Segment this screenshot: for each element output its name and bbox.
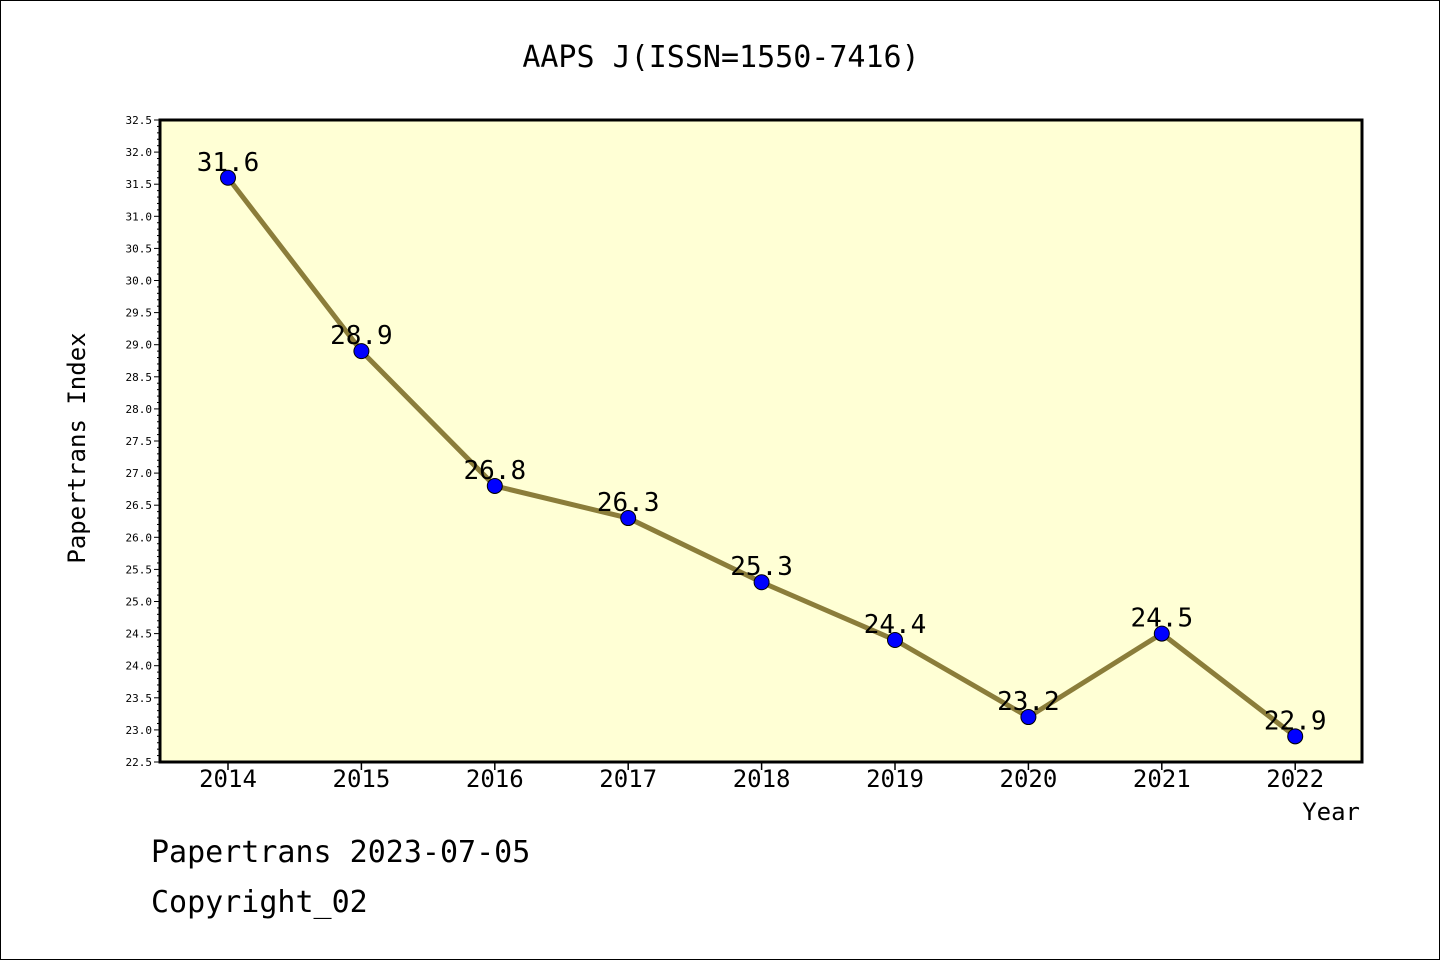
y-tick-label: 27.5 [126, 435, 153, 448]
y-tick-label: 31.5 [126, 178, 153, 191]
x-tick-label: 2018 [733, 765, 791, 793]
y-tick-label: 31.0 [126, 210, 153, 223]
y-tick-label: 26.5 [126, 499, 153, 512]
x-tick-label: 2015 [333, 765, 391, 793]
data-label: 25.3 [730, 552, 793, 582]
y-tick-label: 23.5 [126, 692, 153, 705]
y-tick-label: 29.5 [126, 307, 153, 320]
data-point [753, 574, 770, 591]
y-axis-ticks: 22.5 23.0 23.5 24.0 24.5 25.0 25.5 26.0 26.5 27.0… [126, 114, 160, 769]
y-tick-label: 26.0 [126, 531, 153, 544]
plot-area [160, 120, 1362, 762]
data-label: 28.9 [330, 321, 393, 351]
data-label: 26.8 [463, 456, 526, 486]
data-point [486, 477, 503, 494]
data-point [620, 510, 637, 527]
series: 31.6 28.9 26.8 26.3 25.3 24.4 23.2 24.5 22.9 [197, 148, 1327, 745]
x-tick-label: 2019 [866, 765, 924, 793]
y-tick-label: 22.5 [126, 756, 153, 769]
footer-copyright: Copyright_02 [151, 885, 368, 920]
x-tick-label: 2021 [1133, 765, 1191, 793]
x-axis-ticks: 2014 2015 2016 2017 2018 2019 2020 2021 2022 [199, 762, 1324, 793]
data-label: 26.3 [597, 488, 660, 518]
data-label: 24.4 [864, 610, 927, 640]
y-tick-label: 29.0 [126, 339, 153, 352]
y-tick-label: 30.5 [126, 242, 153, 255]
data-point [1287, 728, 1304, 745]
y-tick-label: 28.0 [126, 403, 153, 416]
y-tick-label: 28.5 [126, 371, 153, 384]
y-tick-label: 32.5 [126, 114, 153, 127]
y-axis-label: Papertrans Index [63, 332, 91, 563]
chart-title: AAPS J(ISSN=1550-7416) [522, 40, 919, 75]
data-label: 22.9 [1264, 706, 1327, 736]
y-tick-label: 23.0 [126, 724, 153, 737]
x-tick-label: 2014 [199, 765, 257, 793]
data-point [353, 343, 370, 360]
y-tick-label: 32.0 [126, 146, 153, 159]
data-point [1153, 625, 1170, 642]
y-tick-label: 25.5 [126, 563, 153, 576]
y-tick-label: 24.0 [126, 660, 153, 673]
y-tick-label: 25.0 [126, 596, 153, 609]
footer-date: Papertrans 2023-07-05 [151, 835, 531, 870]
y-tick-label: 30.0 [126, 275, 153, 288]
x-axis-label: Year [1302, 798, 1360, 826]
x-tick-label: 2016 [466, 765, 524, 793]
x-tick-label: 2022 [1266, 765, 1324, 793]
y-tick-label: 24.5 [126, 628, 153, 641]
plot-border [158, 118, 1364, 764]
data-label: 24.5 [1130, 604, 1193, 634]
data-point [1020, 709, 1037, 726]
data-label: 23.2 [997, 687, 1060, 717]
data-point [887, 632, 903, 649]
data-label: 31.6 [197, 148, 260, 178]
x-tick-label: 2017 [599, 765, 657, 793]
x-tick-label: 2020 [1000, 765, 1058, 793]
y-tick-label: 27.0 [126, 467, 153, 480]
data-point [220, 169, 236, 186]
